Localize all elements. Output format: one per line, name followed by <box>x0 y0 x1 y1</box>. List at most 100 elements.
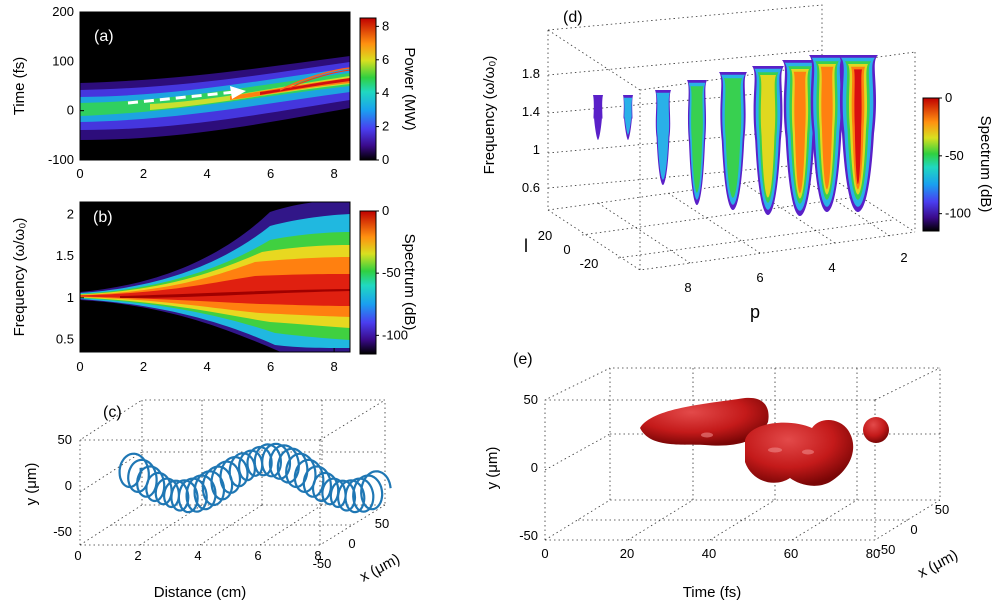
mode-spectrum-strip-4 <box>690 86 704 193</box>
panel-b-label: (b) <box>93 209 113 226</box>
panel-d-llabel: l <box>524 236 528 256</box>
panel-c-xtick: 8 <box>314 548 321 563</box>
panel-c-ytick: 50 <box>58 432 72 447</box>
panel-e-xtick: 20 <box>620 546 634 561</box>
panel-a-colorbar-label: Power (MW) <box>401 47 418 130</box>
panel-a-xtick: 2 <box>140 166 147 181</box>
panel-b-ytick: 2 <box>67 207 74 222</box>
panel-b-heatmap <box>80 202 350 352</box>
panel-c-xtick: 6 <box>254 548 261 563</box>
panel-d-l-tick: -20 <box>580 256 599 271</box>
panel-a-xtick: 0 <box>76 166 83 181</box>
panel-b-colorbar-tick: 0 <box>382 203 389 218</box>
panel-a-xtick: 4 <box>203 166 210 181</box>
panel-d-freq-tick: 0.6 <box>522 180 540 195</box>
panel-e-zlabel: x (μm) <box>915 546 961 581</box>
panel-e-ztick: 50 <box>935 502 949 517</box>
panel-b-colorbar-label: Spectrum (dB) <box>401 234 418 331</box>
panel-e-xlabel: Time (fs) <box>683 584 742 601</box>
panel-d-colorbar-tick: -100 <box>945 206 971 221</box>
panel-a-colorbar-tick: 6 <box>382 52 389 67</box>
panel-e-ztick: -50 <box>877 542 896 557</box>
panel-d-l-tick: 20 <box>538 228 552 243</box>
panel-a-colorbar-tick: 8 <box>382 18 389 33</box>
panel-b-ytick: 1 <box>67 290 74 305</box>
panel-d-l-tick: 0 <box>563 242 570 257</box>
panel-c-ytick: -50 <box>53 524 72 539</box>
panel-d-colorbar-tick: 0 <box>945 90 952 105</box>
panel-a-xtick: 8 <box>331 166 338 181</box>
panel-b-xtick: 6 <box>267 359 274 374</box>
panel-a-ytick: 100 <box>52 53 74 68</box>
panel-d-label: (d) <box>563 9 583 26</box>
panel-b: (b) 0 2 4 6 8 2 1.5 1 0.5 Frequency (ω/ω₀) 0 -50… <box>11 201 418 374</box>
panel-d-freq-tick: 1 <box>533 142 540 157</box>
panel-e-ytick: 0 <box>531 460 538 475</box>
panel-a-label: (a) <box>94 28 114 45</box>
panel-a-ytick: 200 <box>52 4 74 19</box>
panel-e-xtick: 40 <box>702 546 716 561</box>
panel-d-p-tick: 8 <box>684 280 691 295</box>
panel-e-xtick: 60 <box>784 546 798 561</box>
panel-c-ytick: 0 <box>65 478 72 493</box>
mode-spectrum-strip-9 <box>854 69 862 184</box>
mode-spectrum-strip-3 <box>656 92 670 180</box>
panel-d-ylabel: Frequency (ω/ω₀) <box>481 56 498 175</box>
mode-spectrum-strip-2 <box>623 97 633 135</box>
pulse-isosurface <box>640 397 889 486</box>
panel-e: (e) 0 20 40 60 80 500-50 500-50 Time (fs) y … <box>484 351 961 601</box>
mode-spectra <box>593 55 878 216</box>
panel-c-label: (c) <box>103 404 122 421</box>
panel-a-ylabel: Time (fs) <box>11 57 28 116</box>
panel-d-plabel: p <box>750 302 760 322</box>
panel-d-p-tick: 6 <box>756 270 763 285</box>
panel-d-box <box>547 4 916 271</box>
panel-c-ztick: 50 <box>375 516 389 531</box>
panel-d-freq-tick: 1.4 <box>522 104 540 119</box>
mode-spectrum-strip-8 <box>820 66 834 190</box>
panel-b-xtick: 4 <box>203 359 210 374</box>
panel-e-ytick: -50 <box>519 528 538 543</box>
panel-d-freq-tick: 1.8 <box>522 66 540 81</box>
panel-b-xtick: 2 <box>140 359 147 374</box>
panel-a-colorbar <box>359 17 377 161</box>
panel-b-xtick: 0 <box>76 359 83 374</box>
panel-b-frame <box>79 201 351 353</box>
trajectory-arrow <box>127 90 236 105</box>
panel-d-p-tick: 4 <box>828 260 835 275</box>
panel-c-box <box>79 399 386 546</box>
panel-b-ylabel: Frequency (ω/ω₀) <box>11 218 28 337</box>
mode-spectrum-strip-6 <box>760 75 776 198</box>
panel-a-colorbar-tick: 4 <box>382 85 389 100</box>
panel-a-colorbar-tick: 2 <box>382 119 389 134</box>
panel-d-colorbar <box>922 97 940 232</box>
mode-spectrum-strip-5 <box>723 78 743 198</box>
panel-d-colorbar-label: Spectrum (dB) <box>977 116 994 213</box>
panel-e-xtick: 0 <box>541 546 548 561</box>
panel-e-ylabel: y (μm) <box>484 447 501 490</box>
panel-b-colorbar-tick: -100 <box>382 327 408 342</box>
panel-c-xtick: 4 <box>194 548 201 563</box>
arrow-head-icon <box>230 86 246 99</box>
panel-a-frame <box>79 11 351 161</box>
panel-c-ztick: 0 <box>348 536 355 551</box>
beam-trajectory-line <box>118 442 392 514</box>
panel-b-xtick: 8 <box>331 359 338 374</box>
panel-c-xtick: 0 <box>74 548 81 563</box>
panel-d: (d) 1.8 1.4 1 0.6 20 0 -20 8 6 4 2 Frequency (ω/… <box>481 4 994 322</box>
panel-e-box <box>544 367 941 541</box>
panel-c-ylabel: y (μm) <box>23 463 40 506</box>
panel-e-xtick: 80 <box>866 546 880 561</box>
panel-d-colorbar-tick: -50 <box>945 148 964 163</box>
mode-spectrum-strip-7 <box>793 71 807 194</box>
panel-d-p-tick: 2 <box>900 250 907 265</box>
panel-a-ytick: 0 <box>67 103 74 118</box>
panel-c-ztick: -50 <box>313 556 332 571</box>
panel-a-ytick: -100 <box>48 152 74 167</box>
panel-b-colorbar-tick: -50 <box>382 265 401 280</box>
panel-a-xtick: 6 <box>267 166 274 181</box>
panel-e-label: (e) <box>513 351 533 368</box>
